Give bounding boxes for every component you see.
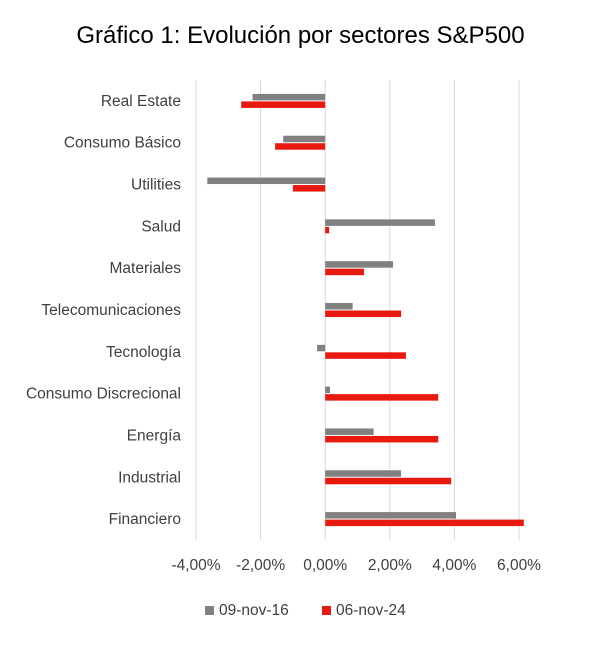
bar-06-nov-24-real-estate bbox=[241, 101, 326, 108]
x-tick-label-3: 2,00% bbox=[368, 557, 412, 574]
bar-06-nov-24-industrial bbox=[325, 477, 452, 485]
legend-label-09-nov-16: 09-nov-16 bbox=[219, 602, 289, 619]
category-label-energia: Energía bbox=[127, 427, 182, 444]
category-label-telecomunicaciones: Telecomunicaciones bbox=[41, 302, 181, 319]
bar-06-nov-24-tecnologia bbox=[325, 352, 406, 359]
x-tick-label-0: -4,00% bbox=[171, 557, 220, 574]
bar-09-nov-16-real-estate bbox=[252, 93, 326, 101]
bar-06-nov-24-energia bbox=[325, 435, 439, 443]
grid-lines bbox=[195, 80, 520, 540]
bar-09-nov-16-telecomunicaciones bbox=[325, 303, 353, 310]
category-label-salud: Salud bbox=[141, 218, 181, 235]
legend-swatch-09-nov-16 bbox=[205, 606, 214, 615]
x-tick-labels: -4,00% -2,00% 0,00% 2,00% 4,00% 6,00% bbox=[171, 557, 541, 574]
legend-swatch-06-nov-24 bbox=[322, 606, 331, 615]
bar-06-nov-24-consumo-basico bbox=[275, 143, 326, 150]
bar-09-nov-16-tecnologia bbox=[317, 344, 326, 352]
category-label-consumo-discrecional: Consumo Discrecional bbox=[26, 386, 181, 403]
category-label-consumo-basico: Consumo Básico bbox=[64, 135, 181, 152]
bar-09-nov-16-consumo-basico bbox=[283, 135, 326, 143]
bar-06-nov-24-salud bbox=[325, 226, 330, 234]
bar-09-nov-16-utilities bbox=[207, 177, 326, 185]
bar-06-nov-24-consumo-discrecional bbox=[325, 394, 439, 401]
chart-title: Gráfico 1: Evolución por sectores S&P500 bbox=[76, 22, 525, 49]
bar-09-nov-16-consumo-discrecional bbox=[325, 386, 331, 394]
bar-09-nov-16-energia bbox=[325, 428, 374, 435]
bar-09-nov-16-industrial bbox=[325, 470, 402, 477]
bar-06-nov-24-materiales bbox=[325, 268, 364, 276]
x-tick-label-5: 6,00% bbox=[497, 557, 541, 574]
category-label-industrial: Industrial bbox=[118, 469, 181, 486]
bar-06-nov-24-utilities bbox=[292, 185, 326, 192]
category-label-financiero: Financiero bbox=[109, 511, 181, 528]
bar-06-nov-24-telecomunicaciones bbox=[325, 310, 402, 317]
legend-item-06-nov-24: 06-nov-24 bbox=[322, 602, 406, 619]
category-label-materiales: Materiales bbox=[110, 260, 182, 277]
category-label-real-estate: Real Estate bbox=[101, 93, 181, 110]
bar-09-nov-16-financiero bbox=[325, 512, 457, 519]
x-tick-label-2: 0,00% bbox=[303, 557, 347, 574]
category-labels: Real Estate Consumo Básico Utilities Salud M… bbox=[26, 93, 181, 528]
x-tick-label-4: 4,00% bbox=[432, 557, 476, 574]
bars bbox=[207, 93, 524, 527]
legend-label-06-nov-24: 06-nov-24 bbox=[336, 602, 406, 619]
category-label-tecnologia: Tecnología bbox=[106, 344, 181, 361]
x-tick-label-1: -2,00% bbox=[236, 557, 285, 574]
legend-item-09-nov-16: 09-nov-16 bbox=[205, 602, 289, 619]
legend: 09-nov-16 06-nov-24 bbox=[205, 602, 406, 619]
category-label-utilities: Utilities bbox=[131, 177, 181, 194]
bar-09-nov-16-materiales bbox=[325, 261, 394, 268]
bar-09-nov-16-salud bbox=[325, 219, 436, 226]
bar-06-nov-24-financiero bbox=[325, 519, 524, 527]
